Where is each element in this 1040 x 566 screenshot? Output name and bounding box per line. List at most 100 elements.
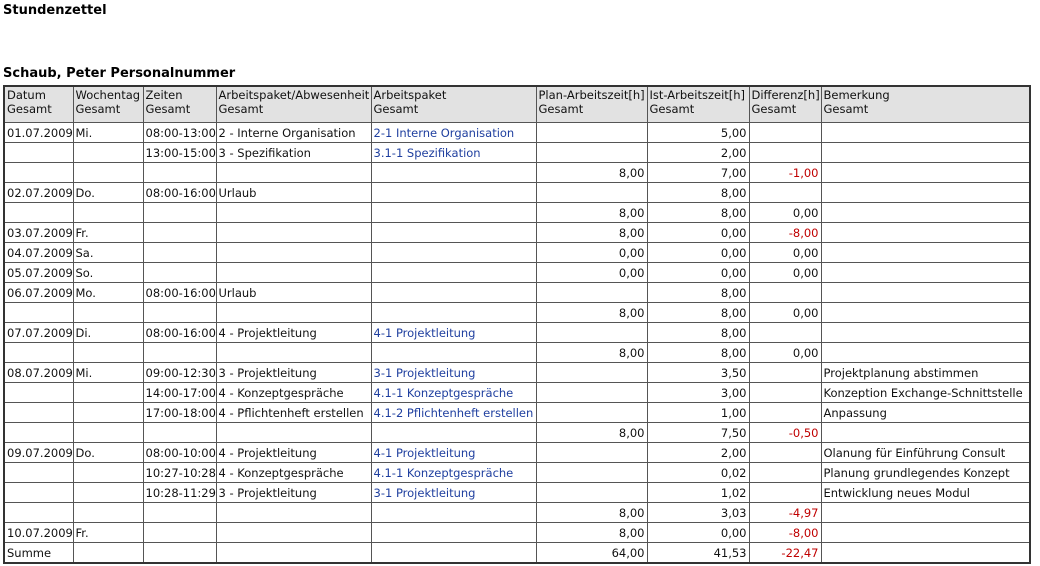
cell-difference: 0,00: [748, 342, 822, 363]
cell-date: 09.07.2009: [3, 442, 74, 463]
cell-weekday: Do.: [72, 442, 144, 463]
work-package-link[interactable]: 3-1 Projektleitung: [370, 362, 537, 383]
column-sublabel: Gesamt: [538, 102, 584, 116]
table-row: 17:00-18:00 4 - Pflichtenheft erstellen 4.…: [3, 402, 1031, 423]
column-header-remark: Bemerkung Gesamt: [820, 85, 1031, 123]
table-row: 10:28-11:29 3 - Projektleitung 3-1 Projekt…: [3, 482, 1031, 503]
cell-actual-hours: 41,53: [646, 542, 750, 564]
cell-weekday: [72, 162, 144, 183]
cell-work-package-absence: Urlaub: [215, 282, 372, 303]
cell-work-package-absence: 4 - Projektleitung: [215, 322, 372, 343]
cell-weekday: [72, 482, 144, 503]
total-row: Summe 64,00 41,53 -22,47: [3, 542, 1031, 564]
cell-plan-hours: [535, 282, 648, 303]
cell-work-package: [370, 422, 537, 443]
cell-difference: [748, 282, 822, 303]
cell-remark: Projektplanung abstimmen: [820, 362, 1031, 383]
work-package-link[interactable]: 4.1-1 Konzeptgespräche: [370, 462, 537, 483]
column-label: Differenz[h]: [751, 88, 820, 102]
cell-actual-hours: 1,00: [646, 402, 750, 423]
cell-work-package-absence: [215, 422, 372, 443]
table-row: 01.07.2009 Mi. 08:00-13:00 2 - Interne Orga…: [3, 122, 1031, 143]
cell-times: 09:00-12:30: [142, 362, 217, 383]
cell-date: 10.07.2009: [3, 522, 74, 543]
cell-date: [3, 402, 74, 423]
cell-remark: Planung grundlegendes Konzept: [820, 462, 1031, 483]
cell-plan-hours: 8,00: [535, 222, 648, 243]
column-header-difference: Differenz[h] Gesamt: [748, 85, 822, 123]
cell-weekday: Fr.: [72, 222, 144, 243]
cell-work-package: [370, 262, 537, 283]
cell-work-package: [370, 502, 537, 523]
cell-work-package: [370, 542, 537, 564]
page-title: Stundenzettel: [3, 3, 107, 18]
cell-difference: [748, 462, 822, 483]
cell-weekday: [72, 402, 144, 423]
cell-remark: [820, 222, 1031, 243]
cell-work-package-absence: 2 - Interne Organisation: [215, 122, 372, 143]
cell-remark: [820, 422, 1031, 443]
cell-actual-hours: 8,00: [646, 202, 750, 223]
cell-date: [3, 502, 74, 523]
cell-work-package-absence: [215, 202, 372, 223]
cell-actual-hours: 2,00: [646, 142, 750, 163]
column-sublabel: Gesamt: [373, 102, 419, 116]
cell-weekday: So.: [72, 262, 144, 283]
work-package-link[interactable]: 4.1-2 Pflichtenheft erstellen: [370, 402, 537, 423]
table-row: 03.07.2009 Fr. 8,00 0,00 -8,00: [3, 222, 1031, 243]
cell-times: [142, 342, 217, 363]
work-package-link[interactable]: 4-1 Projektleitung: [370, 442, 537, 463]
cell-work-package: [370, 202, 537, 223]
cell-times: [142, 162, 217, 183]
employee-name: Schaub, Peter Personalnummer: [3, 66, 236, 81]
table-row: 10:27-10:28 4 - Konzeptgespräche 4.1-1 Kon…: [3, 462, 1031, 483]
column-sublabel: Gesamt: [145, 102, 191, 116]
cell-work-package: [370, 222, 537, 243]
cell-times: 10:28-11:29: [142, 482, 217, 503]
cell-work-package-absence: [215, 222, 372, 243]
cell-work-package-absence: Urlaub: [215, 182, 372, 203]
cell-plan-hours: [535, 442, 648, 463]
cell-actual-hours: 7,00: [646, 162, 750, 183]
cell-actual-hours: 0,02: [646, 462, 750, 483]
cell-weekday: [72, 302, 144, 323]
cell-date: Summe: [3, 542, 74, 564]
work-package-link[interactable]: 4.1-1 Konzeptgespräche: [370, 382, 537, 403]
cell-actual-hours: 0,00: [646, 522, 750, 543]
cell-weekday: [72, 142, 144, 163]
cell-actual-hours: 0,00: [646, 222, 750, 243]
cell-difference: 0,00: [748, 262, 822, 283]
cell-times: [142, 502, 217, 523]
cell-work-package-absence: 4 - Konzeptgespräche: [215, 462, 372, 483]
table-row: 04.07.2009 Sa. 0,00 0,00 0,00: [3, 242, 1031, 263]
cell-date: 01.07.2009: [3, 122, 74, 143]
cell-actual-hours: 1,02: [646, 482, 750, 503]
cell-plan-hours: [535, 382, 648, 403]
work-package-link[interactable]: 3-1 Projektleitung: [370, 482, 537, 503]
cell-remark: [820, 122, 1031, 143]
cell-weekday: Mi.: [72, 362, 144, 383]
cell-difference: [748, 382, 822, 403]
cell-date: 06.07.2009: [3, 282, 74, 303]
cell-weekday: Sa.: [72, 242, 144, 263]
cell-remark: [820, 322, 1031, 343]
work-package-link[interactable]: 4-1 Projektleitung: [370, 322, 537, 343]
cell-work-package-absence: 3 - Projektleitung: [215, 362, 372, 383]
header-row: Datum Gesamt Wochentag Gesamt Zeiten Gesamt Ar…: [3, 85, 1031, 123]
cell-work-package-absence: [215, 342, 372, 363]
column-header-plan-hours: Plan-Arbeitszeit[h] Gesamt: [535, 85, 648, 123]
cell-actual-hours: 3,50: [646, 362, 750, 383]
cell-date: 08.07.2009: [3, 362, 74, 383]
cell-work-package-absence: 3 - Projektleitung: [215, 482, 372, 503]
cell-date: [3, 142, 74, 163]
cell-difference: [748, 362, 822, 383]
column-header-date: Datum Gesamt: [3, 85, 74, 123]
work-package-link[interactable]: 3.1-1 Spezifikation: [370, 142, 537, 163]
work-package-link[interactable]: 2-1 Interne Organisation: [370, 122, 537, 143]
table-row: 07.07.2009 Di. 08:00-16:00 4 - Projektleitu…: [3, 322, 1031, 343]
cell-plan-hours: 8,00: [535, 342, 648, 363]
cell-date: 07.07.2009: [3, 322, 74, 343]
cell-times: [142, 202, 217, 223]
cell-date: [3, 462, 74, 483]
cell-remark: [820, 162, 1031, 183]
